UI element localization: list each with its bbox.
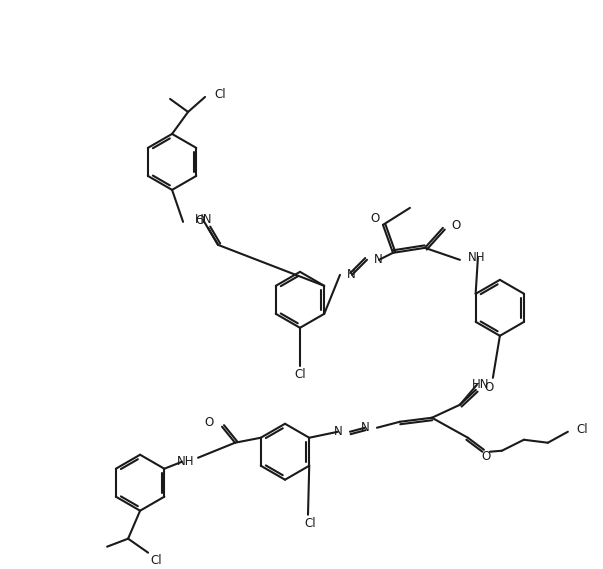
Text: HN: HN	[472, 378, 489, 391]
Text: O: O	[205, 417, 214, 429]
Text: O: O	[484, 381, 493, 394]
Text: HN: HN	[195, 213, 213, 226]
Text: N: N	[361, 421, 370, 434]
Text: Cl: Cl	[304, 517, 316, 530]
Text: O: O	[481, 450, 490, 463]
Text: Cl: Cl	[577, 423, 589, 436]
Text: O: O	[195, 215, 204, 228]
Text: NH: NH	[177, 455, 194, 468]
Text: NH: NH	[468, 251, 485, 265]
Text: N: N	[334, 425, 343, 438]
Text: N: N	[374, 253, 383, 266]
Text: O: O	[370, 212, 379, 225]
Text: Cl: Cl	[150, 554, 162, 567]
Text: Cl: Cl	[214, 88, 226, 101]
Text: N: N	[347, 269, 356, 281]
Text: O: O	[451, 220, 460, 232]
Text: Cl: Cl	[294, 368, 306, 381]
